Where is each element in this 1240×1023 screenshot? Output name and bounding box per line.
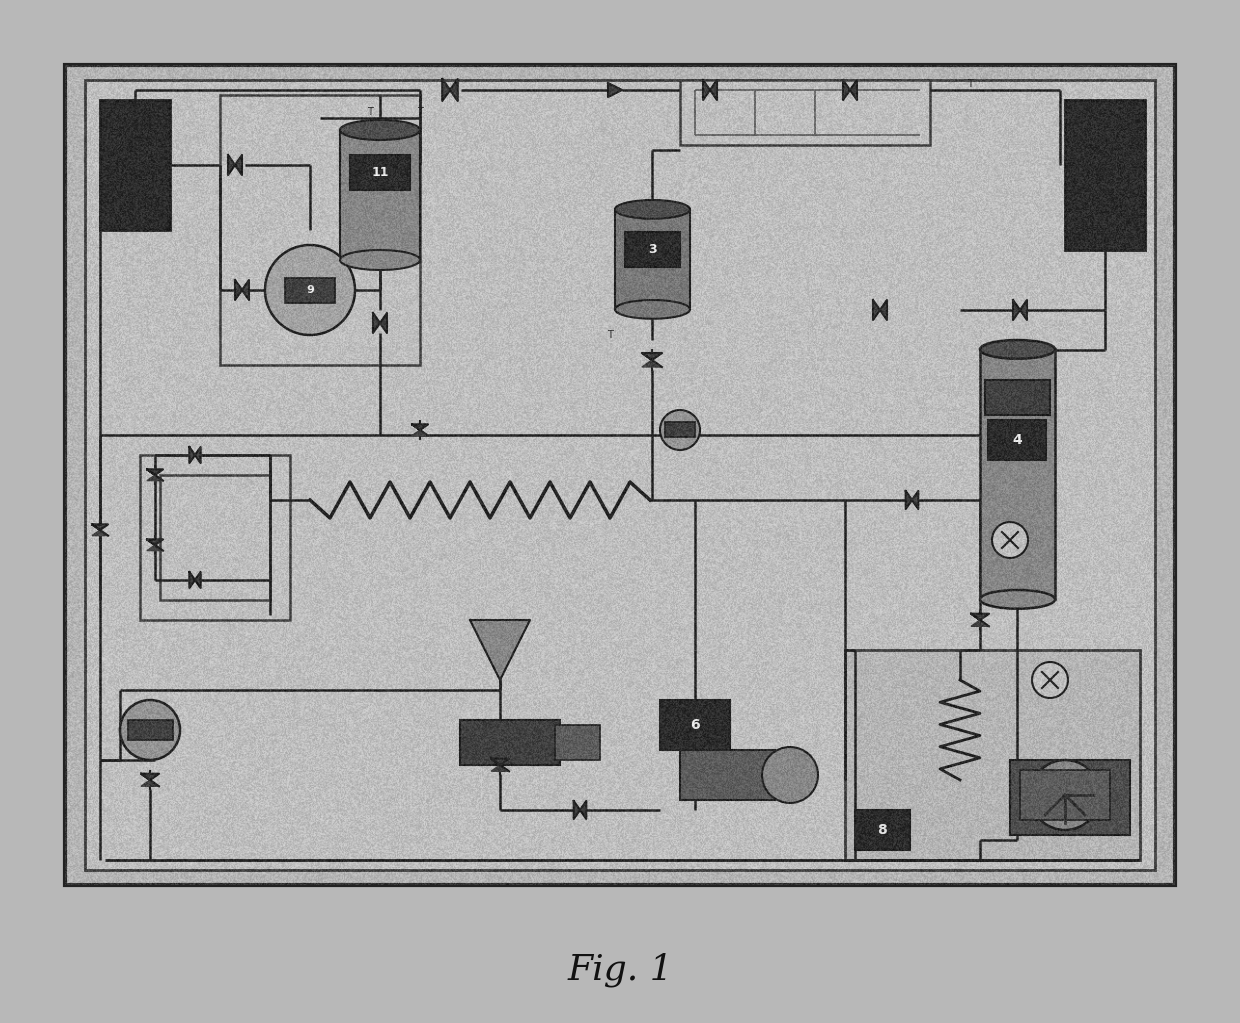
Polygon shape xyxy=(1021,300,1027,320)
Polygon shape xyxy=(911,491,919,509)
Circle shape xyxy=(120,700,180,760)
Polygon shape xyxy=(642,360,662,367)
Polygon shape xyxy=(379,313,387,333)
Polygon shape xyxy=(141,780,159,787)
Polygon shape xyxy=(195,447,201,463)
Ellipse shape xyxy=(615,201,689,219)
Circle shape xyxy=(763,747,818,803)
Bar xyxy=(1021,770,1110,820)
Polygon shape xyxy=(236,155,242,175)
Polygon shape xyxy=(849,80,857,100)
Bar xyxy=(615,210,689,309)
Text: 9: 9 xyxy=(306,285,314,295)
Bar xyxy=(160,475,270,601)
Text: T: T xyxy=(417,107,423,117)
Circle shape xyxy=(992,522,1028,558)
Circle shape xyxy=(1030,760,1100,830)
Ellipse shape xyxy=(980,590,1055,609)
Polygon shape xyxy=(373,313,379,333)
Bar xyxy=(219,95,420,365)
Bar xyxy=(140,455,290,620)
Ellipse shape xyxy=(615,300,689,319)
Polygon shape xyxy=(443,79,450,101)
Polygon shape xyxy=(905,491,911,509)
Polygon shape xyxy=(190,572,195,588)
Bar xyxy=(680,750,775,800)
Polygon shape xyxy=(711,80,717,100)
Bar xyxy=(340,130,420,260)
Polygon shape xyxy=(195,572,201,588)
Polygon shape xyxy=(971,620,990,626)
Polygon shape xyxy=(450,79,458,101)
Polygon shape xyxy=(92,525,108,530)
Bar xyxy=(460,720,560,765)
Text: 6: 6 xyxy=(691,718,699,732)
Bar xyxy=(100,100,170,230)
Polygon shape xyxy=(148,539,162,545)
Bar xyxy=(86,80,1154,870)
Polygon shape xyxy=(642,353,662,360)
Text: 4: 4 xyxy=(1012,433,1022,447)
Polygon shape xyxy=(412,430,428,436)
Polygon shape xyxy=(190,447,195,463)
Text: 11: 11 xyxy=(371,166,389,179)
Polygon shape xyxy=(703,80,711,100)
Bar xyxy=(128,720,174,740)
Bar xyxy=(625,232,680,267)
Polygon shape xyxy=(148,475,162,481)
Bar xyxy=(665,422,694,437)
Bar xyxy=(844,650,1140,860)
Polygon shape xyxy=(141,773,159,780)
Polygon shape xyxy=(242,280,249,300)
Polygon shape xyxy=(236,280,242,300)
Ellipse shape xyxy=(340,250,420,270)
Bar xyxy=(556,725,600,760)
Polygon shape xyxy=(843,80,849,100)
Bar xyxy=(64,65,1176,885)
Bar xyxy=(660,700,730,750)
Bar xyxy=(985,380,1050,415)
Text: 8: 8 xyxy=(878,822,888,837)
Polygon shape xyxy=(148,470,162,475)
Circle shape xyxy=(1032,662,1068,698)
Polygon shape xyxy=(1013,300,1021,320)
Polygon shape xyxy=(412,425,428,430)
Bar xyxy=(856,810,910,850)
Polygon shape xyxy=(971,614,990,620)
Polygon shape xyxy=(228,155,236,175)
Polygon shape xyxy=(470,620,529,680)
Bar xyxy=(980,350,1055,599)
Polygon shape xyxy=(574,801,580,819)
Bar xyxy=(350,155,410,190)
Polygon shape xyxy=(608,83,622,97)
Bar xyxy=(1011,760,1130,835)
Circle shape xyxy=(660,410,701,450)
Polygon shape xyxy=(880,300,887,320)
Polygon shape xyxy=(491,759,508,765)
Bar xyxy=(285,278,335,303)
Bar xyxy=(1065,100,1145,250)
Polygon shape xyxy=(491,765,508,771)
Bar xyxy=(680,80,930,145)
Polygon shape xyxy=(92,530,108,536)
Bar xyxy=(988,420,1047,460)
Text: 3: 3 xyxy=(649,243,657,256)
Text: T: T xyxy=(367,107,373,117)
Text: Fig. 1: Fig. 1 xyxy=(567,952,673,987)
Text: T: T xyxy=(967,79,973,89)
Ellipse shape xyxy=(340,120,420,140)
Circle shape xyxy=(265,244,355,335)
Polygon shape xyxy=(580,801,587,819)
Ellipse shape xyxy=(980,340,1055,359)
Text: T: T xyxy=(608,330,613,340)
Polygon shape xyxy=(148,545,162,550)
Polygon shape xyxy=(873,300,880,320)
